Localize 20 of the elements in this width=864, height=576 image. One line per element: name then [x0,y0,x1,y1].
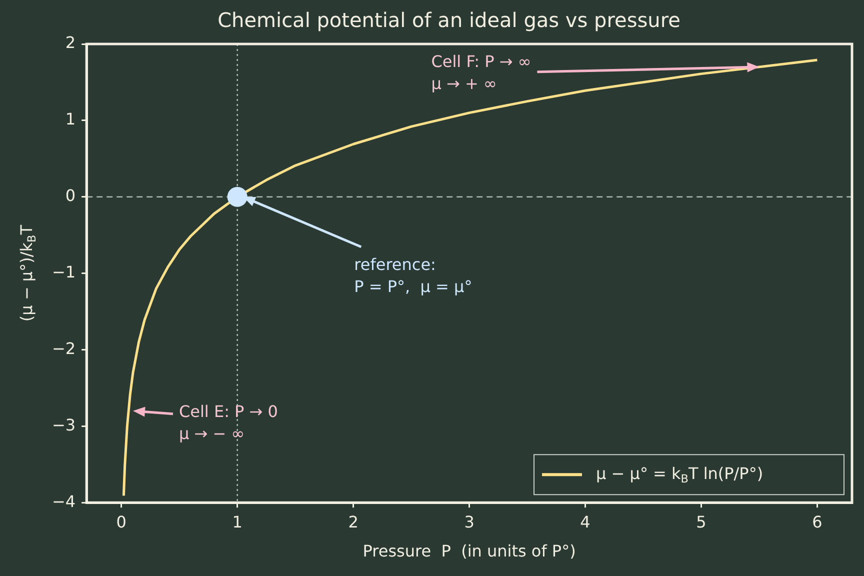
y-axis-title: (μ − μ°)/kBT [17,224,39,322]
x-tick-label: 0 [116,512,126,532]
annotation: Cell E: P → 0 μ → − ∞ [178,402,278,443]
y-tick-label: −3 [52,415,76,434]
y-tick-label: 0 [65,186,76,206]
x-tick-label: 3 [464,512,474,532]
y-tick-label: −1 [52,262,76,282]
y-tick-label: 2 [65,33,76,52]
y-tick-label: −4 [52,492,76,511]
x-tick-label: 5 [696,512,706,532]
x-tick-label: 4 [580,512,590,532]
x-tick-label: 6 [812,512,822,532]
y-tick-label: −2 [52,338,76,358]
x-axis-title: Pressure P (in units of P°) [362,542,576,561]
annotation: reference: P = P°, μ = μ° [354,254,472,296]
annotation: Cell F: P → ∞ μ → + ∞ [431,52,532,93]
y-tick-label: 1 [65,110,76,129]
x-tick-label: 1 [232,512,242,532]
chart-title: Chemical potential of an ideal gas vs pressure [218,8,680,32]
x-tick-label: 2 [348,512,358,532]
